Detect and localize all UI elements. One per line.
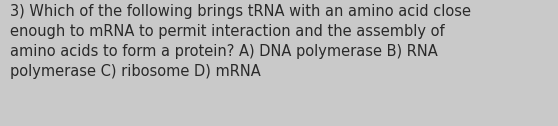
Text: 3) Which of the following brings tRNA with an amino acid close
enough to mRNA to: 3) Which of the following brings tRNA wi… <box>10 4 471 79</box>
